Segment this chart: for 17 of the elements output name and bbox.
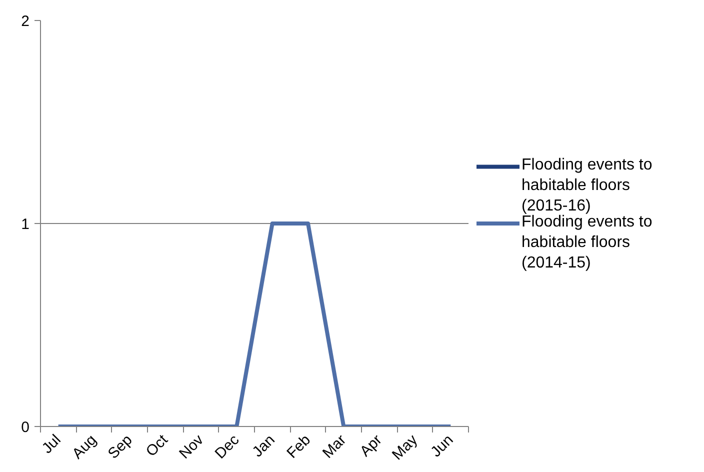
x-tick-label: Aug [69, 431, 100, 462]
x-tick-label: Sep [104, 431, 136, 462]
y-tick-label: 1 [21, 216, 30, 233]
x-tick-label: Oct [142, 430, 172, 460]
x-tick-label: Dec [212, 431, 244, 462]
legend-label: Flooding events to habitable floors (2014-15) [522, 214, 652, 272]
y-tick-label: 0 [21, 419, 30, 436]
x-tick-label: Jul [38, 431, 64, 458]
x-tick-label: Feb [284, 431, 314, 462]
legend-label: Flooding events to habitable floors (2015-16) [522, 156, 652, 215]
x-tick-label: Jun [428, 431, 457, 461]
x-tick-label: Apr [356, 431, 386, 460]
x-tick-label: May [388, 431, 422, 464]
y-tick-label: 2 [21, 13, 30, 30]
x-tick-label: Nov [176, 431, 208, 462]
x-tick-label: Jan [249, 431, 278, 461]
x-tick-label: Mar [319, 431, 350, 462]
